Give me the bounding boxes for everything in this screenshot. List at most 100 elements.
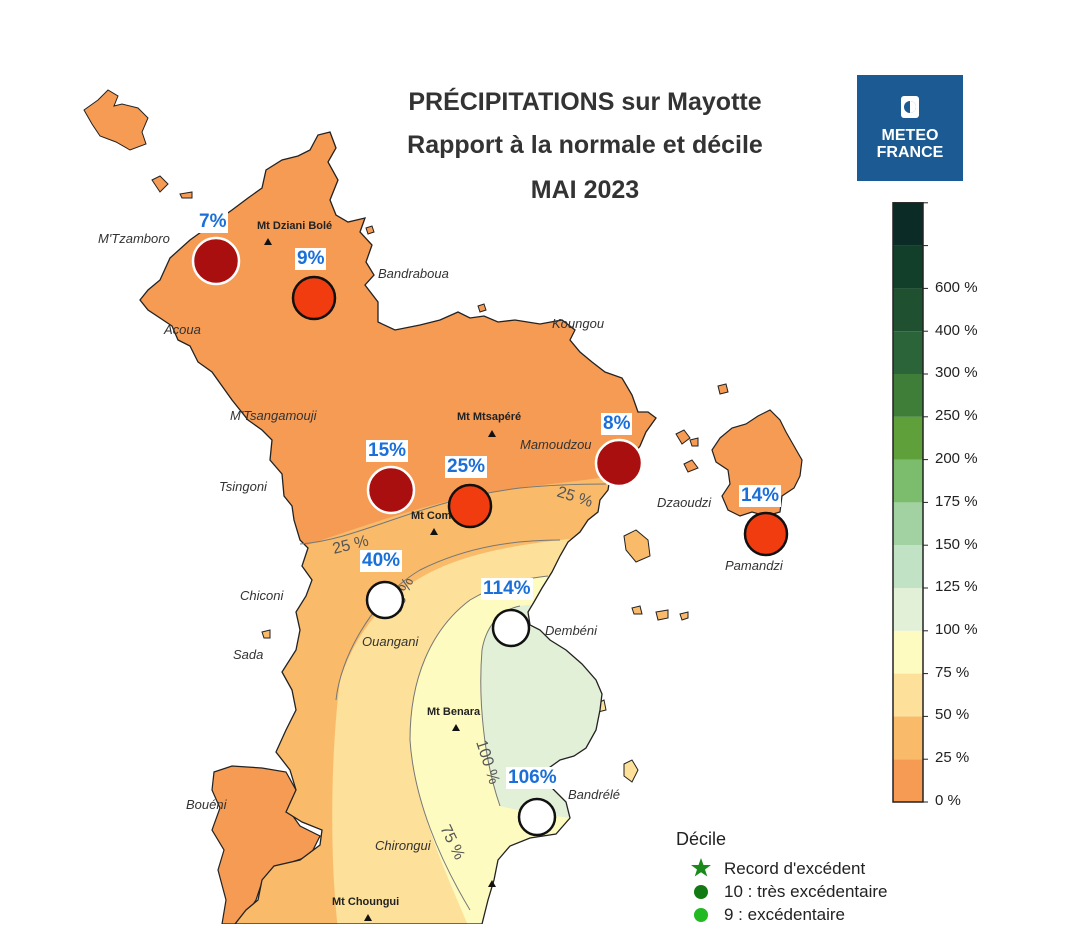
station-value-label: 25%: [445, 456, 488, 478]
station-value-label: 7%: [197, 211, 229, 233]
colorbar-tick-label: 125 %: [935, 578, 978, 595]
station-value-label: 14%: [739, 485, 782, 507]
colorbar-tick-label: 200 %: [935, 450, 978, 467]
colorbar-segment: [893, 331, 923, 374]
star-icon: [691, 858, 711, 877]
colorbar-segment: [893, 288, 923, 332]
decile-legend-item: 10 : très excédentaire: [724, 882, 888, 901]
colorbar-segment: [893, 502, 923, 546]
islet-small-1: [151, 175, 169, 193]
place-label: Bouéni: [186, 797, 227, 812]
station-marker-dziani: [291, 275, 337, 321]
logo-text-line-2: FRANCE: [876, 144, 944, 161]
decile-legend-title: Décile: [676, 829, 727, 849]
station-marker-mtzamboro: [191, 236, 241, 286]
place-label: Tsingoni: [219, 479, 267, 494]
mountain-label: Mt Mtsapéré: [457, 411, 522, 423]
chart-title-line-3: MAI 2023: [530, 176, 640, 204]
place-label: Bandraboua: [378, 266, 449, 281]
colorbar-segment: [893, 202, 923, 246]
place-label: Chiconi: [240, 588, 284, 603]
colorbar-segment: [893, 759, 923, 802]
place-label: M'Tzamboro: [98, 231, 170, 246]
station-marker-pamandzi: [743, 511, 789, 557]
station-value-label: 15%: [366, 440, 409, 462]
islet-small-5: [717, 383, 729, 395]
decile-legend-item: Record d'excédent: [724, 859, 866, 878]
islet-small-8: [683, 459, 699, 473]
place-label: Koungou: [552, 316, 605, 331]
colorbar-segment: [893, 673, 923, 717]
place-label: Dzaoudzi: [657, 495, 712, 510]
station-marker-combani: [447, 483, 493, 529]
islet-small-15: [261, 629, 271, 639]
mountain-triangle-icon: [264, 238, 272, 245]
station-value-label: 9%: [295, 248, 327, 270]
colorbar-segment: [893, 416, 923, 460]
place-label: Sada: [233, 647, 264, 662]
colorbar-tick-label: 250 %: [935, 407, 978, 424]
chart-title-line-1: PRÉCIPITATIONS sur Mayotte: [408, 88, 762, 116]
station-markers: [191, 236, 789, 837]
colorbar-segment: [893, 245, 923, 289]
place-label: Pamandzi: [725, 558, 783, 573]
islet-small-6: [675, 429, 691, 445]
chart-title-line-2: Rapport à la normale et décile: [407, 131, 763, 159]
dot-icon: [694, 885, 708, 899]
place-label: Chirongui: [375, 838, 431, 853]
colorbar-tick-label: 25 %: [935, 749, 970, 766]
colorbar: [892, 202, 928, 803]
place-label: Ouangani: [362, 634, 419, 649]
station-marker-tsingoni: [366, 465, 416, 515]
mountain-label: Mt Benara: [427, 706, 481, 718]
decile-legend-item: 9 : excédentaire: [724, 905, 845, 924]
islet-small-12: [679, 611, 689, 621]
mountain-triangle-icon: [430, 528, 438, 535]
islet-small-13: [623, 759, 639, 783]
station-value-label: 106%: [506, 767, 559, 789]
logo-text-line-1: METEO: [881, 127, 939, 144]
station-value-label: 114%: [481, 578, 533, 600]
place-label: Acoua: [164, 322, 201, 337]
station-marker-dembeni: [491, 608, 531, 648]
place-label: Mamoudzou: [520, 437, 592, 452]
station-value-label: 40%: [360, 550, 403, 572]
colorbar-tick-label: 100 %: [935, 621, 978, 638]
meteo-france-logo: METEO FRANCE: [857, 75, 963, 181]
colorbar-segment: [893, 716, 923, 760]
islet-small-9: [623, 529, 651, 563]
islet-small-10: [631, 605, 643, 615]
colorbar-segment: [893, 588, 923, 631]
place-label: Dembéni: [545, 623, 598, 638]
islet-small-4: [477, 303, 487, 313]
mountain-triangle-icon: [488, 880, 496, 887]
station-marker-mamoudzou: [594, 438, 644, 488]
dot-icon: [694, 908, 708, 922]
colorbar-segment: [893, 374, 923, 417]
station-value-label: 8%: [601, 413, 633, 435]
mountain-label: Mt Dziani Bolé: [257, 220, 333, 232]
place-label: M'Tsangamouji: [230, 408, 317, 423]
islet-small-2: [179, 191, 193, 199]
station-marker-chiconi: [365, 580, 405, 620]
mountain-triangle-icon: [452, 724, 460, 731]
colorbar-tick-label: 400 %: [935, 322, 978, 339]
contour-line-50: [335, 539, 561, 701]
islet-small-3: [365, 225, 375, 235]
islet-small-11: [655, 609, 669, 621]
colorbar-segment: [893, 630, 923, 674]
colorbar-tick-label: 0 %: [935, 792, 961, 809]
mountain-triangle-icon: [364, 914, 372, 921]
mountain-label: Mt Choungui: [332, 896, 400, 908]
mountain-triangle-icon: [488, 430, 496, 437]
colorbar-tick-label: 75 %: [935, 664, 970, 681]
mountain-label: Mt Com: [411, 510, 452, 522]
colorbar-segment: [893, 545, 923, 588]
islet-mtsamboro: [83, 89, 149, 151]
colorbar-segment: [893, 459, 923, 503]
colorbar-tick-label: 50 %: [935, 706, 970, 723]
islet-small-7: [689, 437, 699, 447]
colorbar-tick-label: 600 %: [935, 279, 978, 296]
